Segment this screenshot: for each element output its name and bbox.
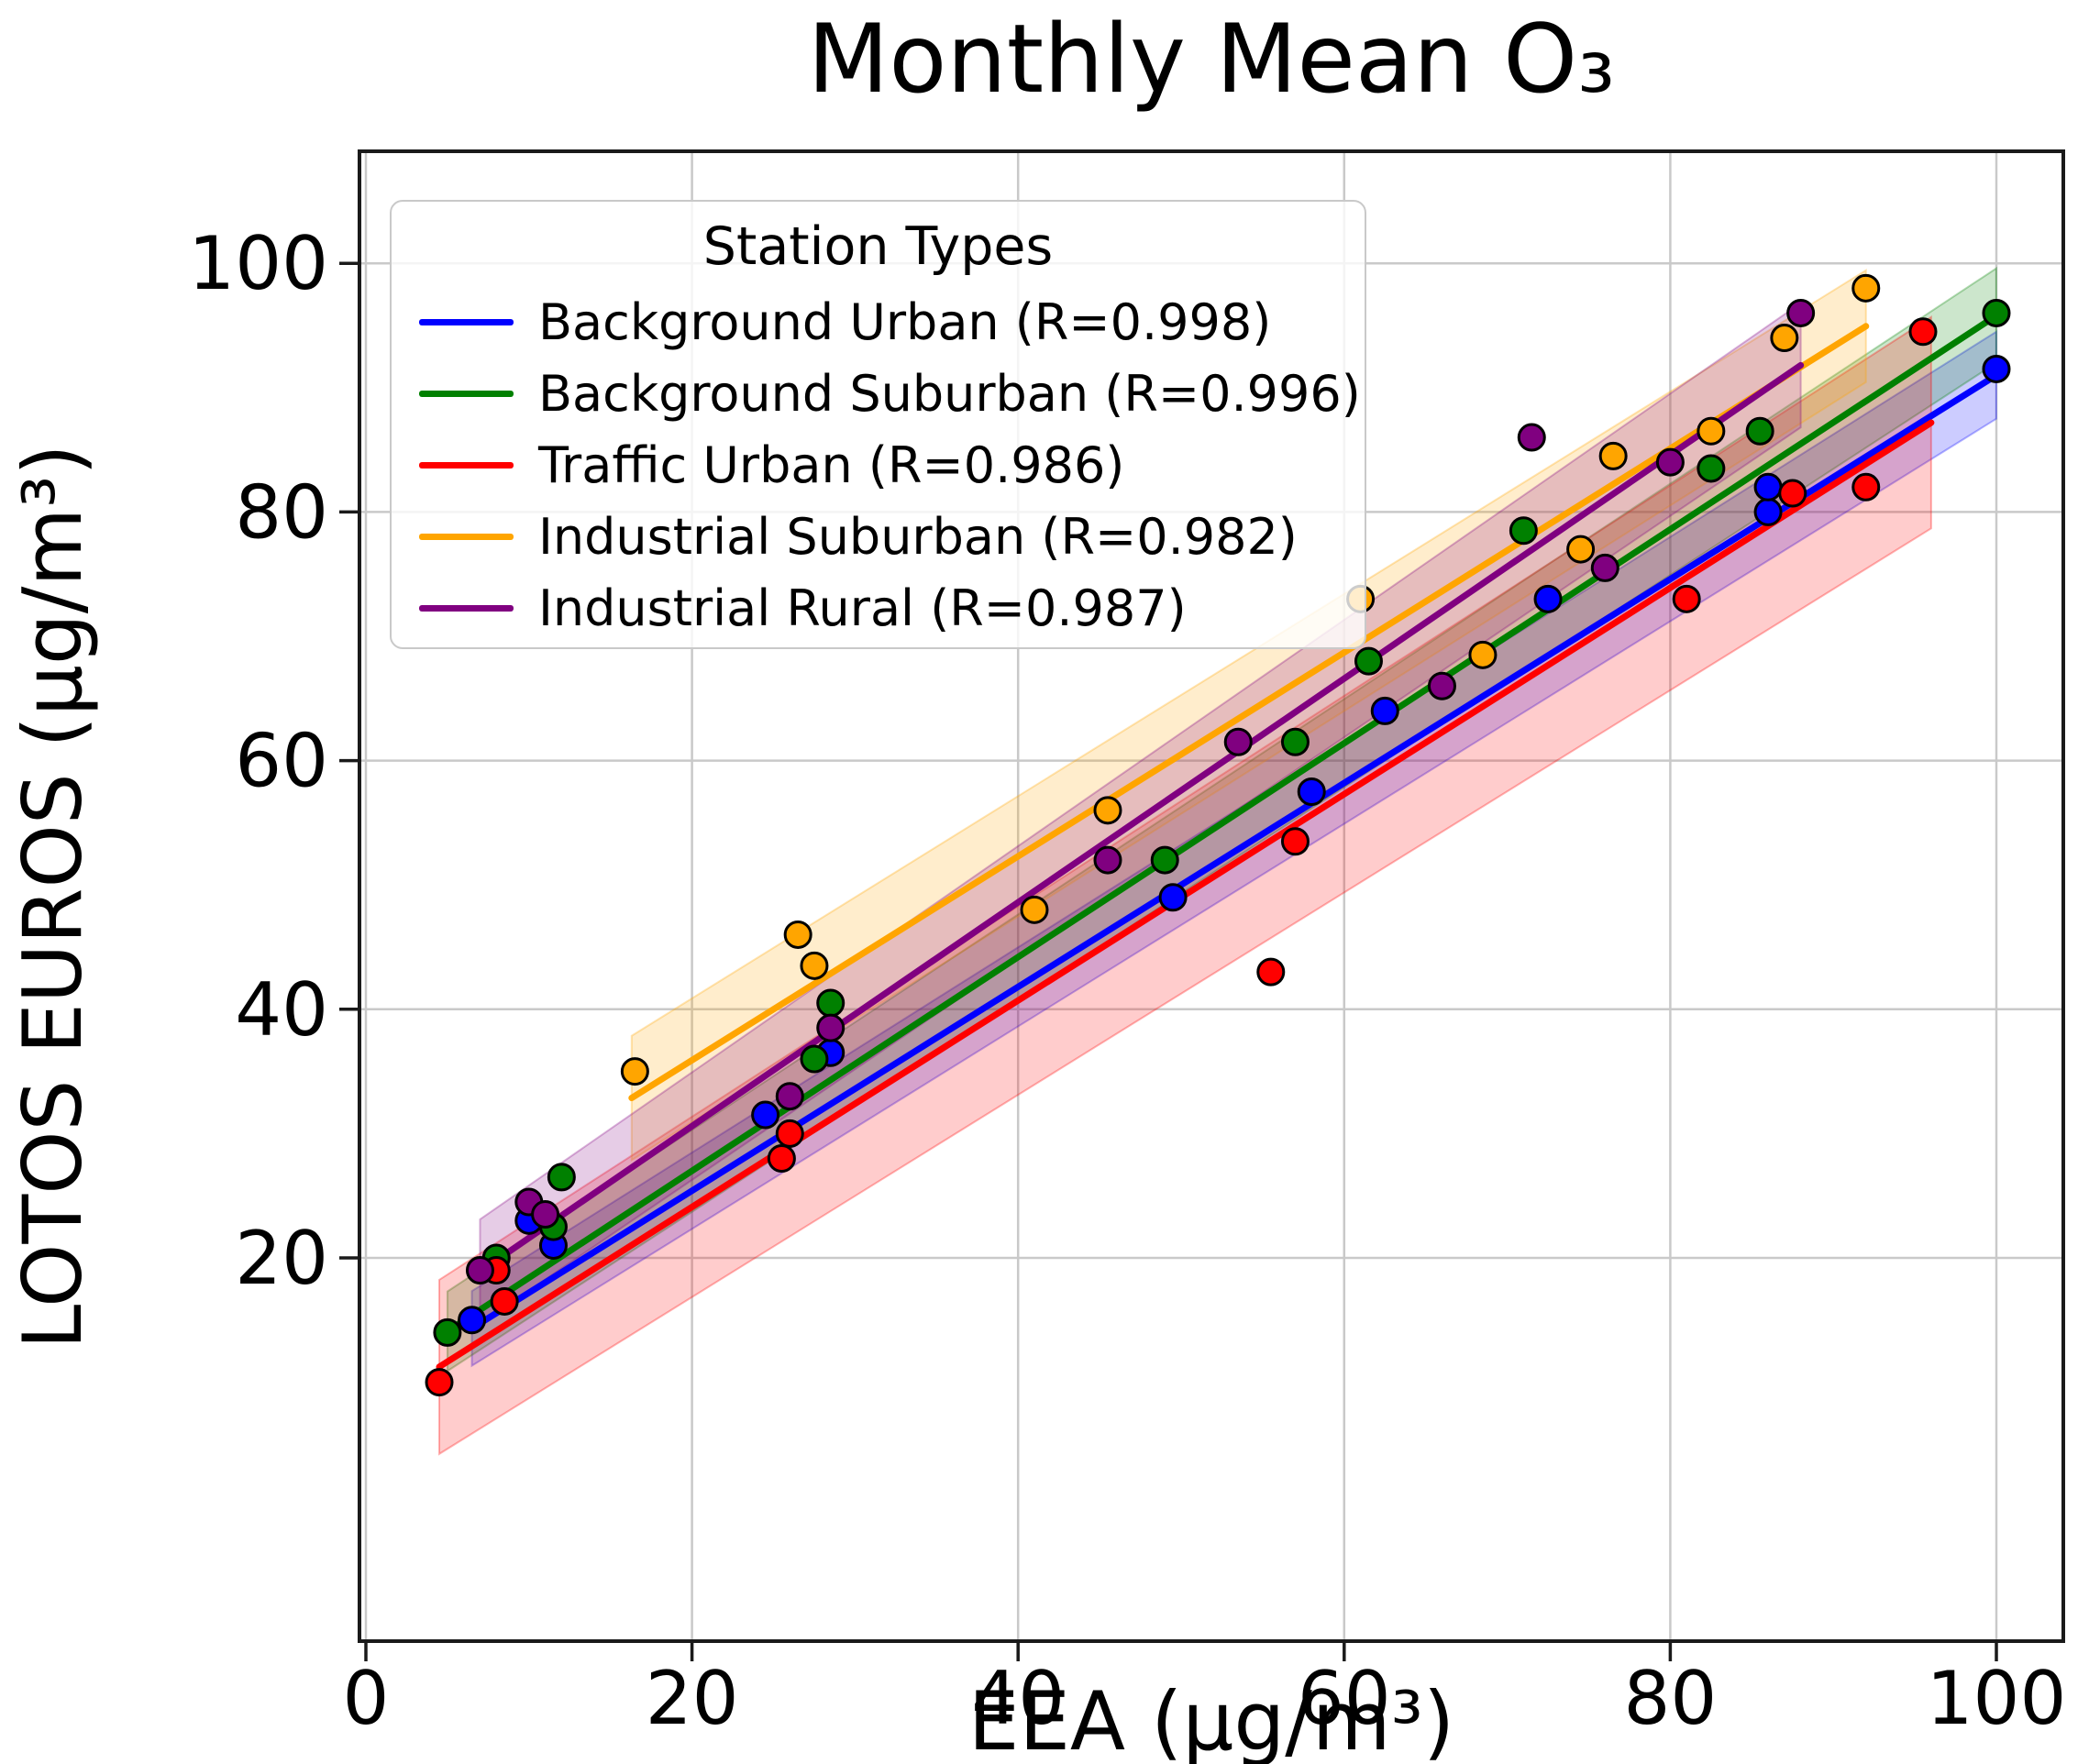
legend-item: Industrial Suburban (R=0.982) (392, 501, 1365, 572)
legend-item: Background Urban (R=0.998) (392, 286, 1365, 358)
data-point (490, 1286, 519, 1316)
legend-items: Background Urban (R=0.998) Background Sub… (392, 286, 1365, 644)
legend-title: Station Types (702, 216, 1054, 277)
data-point (1280, 827, 1310, 856)
legend-swatch-line (419, 461, 514, 469)
x-tick-label: 100 (1927, 1656, 2067, 1741)
data-point (1908, 317, 1938, 347)
y-axis-label: LOTOS EUROS (µg/m³) (6, 444, 100, 1349)
chart-title: Monthly Mean O₃ (808, 5, 1616, 115)
legend-swatch-line (419, 533, 514, 540)
data-point (816, 988, 846, 1018)
y-tick-label: 100 (188, 221, 328, 306)
data-point (1533, 584, 1563, 613)
legend-item-label: Background Urban (R=0.998) (538, 292, 1272, 351)
data-point (1851, 273, 1881, 303)
legend-item-label: Industrial Rural (R=0.987) (538, 579, 1187, 637)
legend-item: Background Suburban (R=0.996) (392, 358, 1365, 429)
data-point (1354, 646, 1383, 676)
regression-line (469, 371, 2000, 1332)
data-point (1745, 416, 1774, 446)
data-point (1786, 298, 1816, 327)
y-tick-label: 60 (235, 719, 328, 804)
data-point (1020, 895, 1049, 924)
data-point (1468, 640, 1498, 669)
legend-item: Traffic Urban (R=0.986) (392, 429, 1365, 501)
x-axis-label: EEA (µg/m³) (968, 1674, 1455, 1764)
x-tick-label: 20 (646, 1656, 739, 1741)
x-tick-label: 40 (971, 1656, 1065, 1741)
data-point (800, 951, 829, 980)
data-point (1753, 472, 1783, 502)
legend-swatch-line (419, 390, 514, 397)
data-point (1509, 516, 1538, 546)
data-point (1566, 535, 1596, 564)
data-point (800, 1044, 829, 1074)
data-point (1093, 796, 1122, 825)
data-point (1598, 441, 1628, 470)
data-point (465, 1256, 494, 1285)
data-point (1851, 472, 1881, 502)
data-point (1280, 727, 1310, 756)
x-tick-label: 0 (343, 1656, 390, 1741)
data-point (751, 1100, 780, 1130)
legend-swatch-line (419, 604, 514, 612)
data-point (1427, 671, 1456, 700)
data-point (1982, 354, 2011, 383)
legend-item-label: Industrial Suburban (R=0.982) (538, 507, 1298, 566)
data-point (458, 1306, 487, 1335)
data-point (620, 1057, 649, 1086)
data-point (1517, 423, 1546, 452)
data-point (1158, 883, 1188, 912)
data-point (1370, 696, 1399, 725)
data-point (1256, 957, 1286, 987)
legend-item: Industrial Rural (R=0.987) (392, 572, 1365, 644)
data-point (1150, 845, 1179, 875)
data-point (1982, 298, 2011, 327)
data-point (1753, 497, 1783, 526)
y-tick-label: 80 (235, 469, 328, 555)
legend-item-label: Background Suburban (R=0.996) (538, 364, 1361, 423)
data-point (1778, 479, 1807, 508)
data-point (1590, 553, 1619, 582)
regression-line (476, 361, 1805, 1275)
x-tick-label: 60 (1298, 1656, 1391, 1741)
data-point (1672, 584, 1701, 613)
legend: Station Types Background Urban (R=0.998)… (390, 200, 1366, 649)
y-tick-label: 20 (235, 1216, 328, 1301)
data-points (425, 273, 2011, 1397)
data-point (1697, 416, 1726, 446)
data-point (775, 1119, 804, 1148)
data-point (547, 1163, 576, 1192)
tick-labels: 0 20 40 60 80 100 20 40 60 80 100 (188, 221, 2066, 1741)
data-point (425, 1368, 454, 1397)
data-point (767, 1144, 796, 1174)
data-point (1697, 454, 1726, 483)
x-tick-label: 80 (1624, 1656, 1718, 1741)
axes-frame (358, 149, 2065, 1643)
data-point (1770, 324, 1799, 353)
data-point (433, 1317, 462, 1347)
data-point (1655, 447, 1685, 477)
data-point (1093, 845, 1122, 875)
data-point (775, 1082, 804, 1111)
data-point (531, 1200, 560, 1229)
data-point (1223, 727, 1253, 756)
data-point (783, 920, 812, 949)
data-point (1297, 777, 1326, 806)
y-tick-label: 40 (235, 967, 328, 1053)
data-point (816, 1013, 846, 1042)
regression-line (444, 312, 2000, 1335)
legend-item-label: Traffic Urban (R=0.986) (538, 435, 1125, 494)
legend-swatch-line (419, 318, 514, 325)
tick-marks (339, 261, 1998, 1661)
